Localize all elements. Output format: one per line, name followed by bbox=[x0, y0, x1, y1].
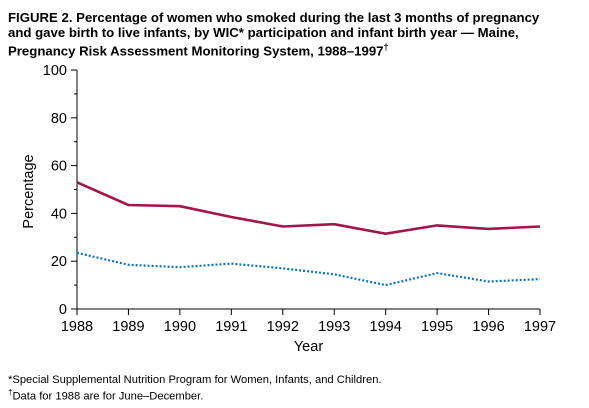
series-line-2 bbox=[76, 251, 541, 287]
x-tick-label: 1988 bbox=[61, 319, 93, 335]
title-line-1: FIGURE 2. Percentage of women who smoked… bbox=[8, 10, 540, 25]
y-tick-label: 0 bbox=[59, 302, 67, 318]
x-tick-label: 1992 bbox=[267, 319, 299, 335]
series-line-1 bbox=[76, 181, 541, 235]
footnotes: *Special Supplemental Nutrition Program … bbox=[8, 374, 382, 403]
x-tick-label: 1994 bbox=[370, 319, 402, 335]
y-tick-label: 20 bbox=[51, 254, 67, 270]
y-tick-label: 40 bbox=[51, 206, 67, 222]
x-tick-label: 1989 bbox=[112, 319, 144, 335]
footnote-1988: †Data for 1988 are for June–December. bbox=[8, 387, 382, 403]
title-line-3-text: Pregnancy Risk Assessment Monitoring Sys… bbox=[8, 43, 384, 59]
footnote-wic: *Special Supplemental Nutrition Program … bbox=[8, 374, 382, 386]
x-axis-label: Year bbox=[294, 339, 323, 355]
title-line-2: and gave birth to live infants, by WIC* … bbox=[8, 25, 519, 40]
y-tick-label: 60 bbox=[51, 159, 67, 175]
x-tick-label: 1997 bbox=[524, 319, 556, 335]
dagger-mark: † bbox=[383, 42, 389, 52]
x-tick-label: 1996 bbox=[472, 319, 504, 335]
footnote-dagger: † bbox=[8, 387, 13, 397]
y-tick-label: 100 bbox=[43, 63, 67, 79]
footnote-1988-text: Data for 1988 are for June–December. bbox=[12, 390, 204, 403]
y-axis-label: Percentage bbox=[21, 154, 37, 228]
x-tick-label: 1995 bbox=[421, 319, 453, 335]
figure-title: FIGURE 2. Percentage of women who smoked… bbox=[8, 10, 586, 58]
y-tick-label: 80 bbox=[51, 111, 67, 127]
x-tick-label: 1990 bbox=[164, 319, 196, 335]
x-tick-label: 1993 bbox=[318, 319, 350, 335]
title-line-3: Pregnancy Risk Assessment Monitoring Sys… bbox=[8, 40, 586, 58]
x-tick-label: 1991 bbox=[215, 319, 247, 335]
